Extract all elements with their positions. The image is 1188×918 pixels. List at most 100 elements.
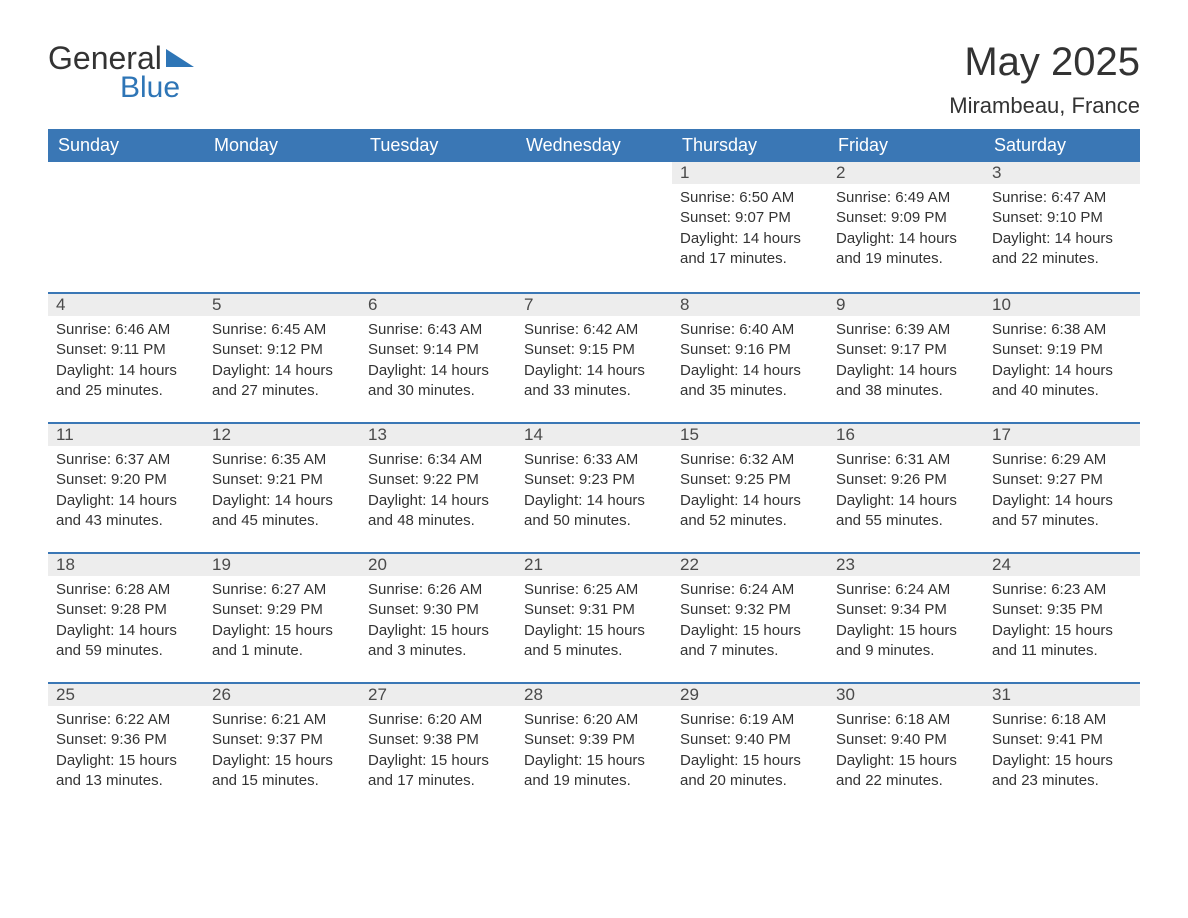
calendar-day-cell: 5Sunrise: 6:45 AMSunset: 9:12 PMDaylight…	[204, 292, 360, 422]
day-number: 29	[672, 682, 828, 706]
day-number: 9	[828, 292, 984, 316]
day-details: Sunrise: 6:22 AMSunset: 9:36 PMDaylight:…	[48, 706, 204, 797]
logo-text-blue: Blue	[120, 71, 194, 105]
day-details: Sunrise: 6:45 AMSunset: 9:12 PMDaylight:…	[204, 316, 360, 407]
calendar-week-row: 1Sunrise: 6:50 AMSunset: 9:07 PMDaylight…	[48, 162, 1140, 292]
calendar-day-cell: 16Sunrise: 6:31 AMSunset: 9:26 PMDayligh…	[828, 422, 984, 552]
day-number: 23	[828, 552, 984, 576]
day-number: 18	[48, 552, 204, 576]
calendar-day-cell: 1Sunrise: 6:50 AMSunset: 9:07 PMDaylight…	[672, 162, 828, 292]
day-details: Sunrise: 6:21 AMSunset: 9:37 PMDaylight:…	[204, 706, 360, 797]
logo-triangle-icon	[166, 49, 194, 67]
weekday-header: Friday	[828, 129, 984, 162]
calendar-day-cell: 10Sunrise: 6:38 AMSunset: 9:19 PMDayligh…	[984, 292, 1140, 422]
calendar-day-cell: 31Sunrise: 6:18 AMSunset: 9:41 PMDayligh…	[984, 682, 1140, 812]
day-number: 10	[984, 292, 1140, 316]
calendar-week-row: 18Sunrise: 6:28 AMSunset: 9:28 PMDayligh…	[48, 552, 1140, 682]
calendar-day-cell: 6Sunrise: 6:43 AMSunset: 9:14 PMDaylight…	[360, 292, 516, 422]
calendar-day-cell: 2Sunrise: 6:49 AMSunset: 9:09 PMDaylight…	[828, 162, 984, 292]
calendar-day-cell: 19Sunrise: 6:27 AMSunset: 9:29 PMDayligh…	[204, 552, 360, 682]
calendar-day-cell: 15Sunrise: 6:32 AMSunset: 9:25 PMDayligh…	[672, 422, 828, 552]
calendar-day-cell: 26Sunrise: 6:21 AMSunset: 9:37 PMDayligh…	[204, 682, 360, 812]
calendar-day-cell: 13Sunrise: 6:34 AMSunset: 9:22 PMDayligh…	[360, 422, 516, 552]
day-details: Sunrise: 6:20 AMSunset: 9:39 PMDaylight:…	[516, 706, 672, 797]
day-number: 15	[672, 422, 828, 446]
day-details: Sunrise: 6:39 AMSunset: 9:17 PMDaylight:…	[828, 316, 984, 407]
day-number: 24	[984, 552, 1140, 576]
day-details: Sunrise: 6:24 AMSunset: 9:34 PMDaylight:…	[828, 576, 984, 667]
calendar-week-row: 4Sunrise: 6:46 AMSunset: 9:11 PMDaylight…	[48, 292, 1140, 422]
day-number: 14	[516, 422, 672, 446]
day-details: Sunrise: 6:32 AMSunset: 9:25 PMDaylight:…	[672, 446, 828, 537]
day-number: 4	[48, 292, 204, 316]
calendar-day-cell: 7Sunrise: 6:42 AMSunset: 9:15 PMDaylight…	[516, 292, 672, 422]
month-title: May 2025	[949, 40, 1140, 85]
day-details: Sunrise: 6:20 AMSunset: 9:38 PMDaylight:…	[360, 706, 516, 797]
calendar-day-cell: 30Sunrise: 6:18 AMSunset: 9:40 PMDayligh…	[828, 682, 984, 812]
calendar-day-cell: 25Sunrise: 6:22 AMSunset: 9:36 PMDayligh…	[48, 682, 204, 812]
day-number: 16	[828, 422, 984, 446]
calendar-day-cell: 4Sunrise: 6:46 AMSunset: 9:11 PMDaylight…	[48, 292, 204, 422]
day-number: 31	[984, 682, 1140, 706]
day-details: Sunrise: 6:35 AMSunset: 9:21 PMDaylight:…	[204, 446, 360, 537]
calendar-empty-cell	[48, 162, 204, 292]
day-details: Sunrise: 6:28 AMSunset: 9:28 PMDaylight:…	[48, 576, 204, 667]
day-number: 6	[360, 292, 516, 316]
header: General Blue May 2025 Mirambeau, France	[48, 40, 1140, 119]
day-details: Sunrise: 6:18 AMSunset: 9:40 PMDaylight:…	[828, 706, 984, 797]
day-number: 25	[48, 682, 204, 706]
day-details: Sunrise: 6:25 AMSunset: 9:31 PMDaylight:…	[516, 576, 672, 667]
day-details: Sunrise: 6:24 AMSunset: 9:32 PMDaylight:…	[672, 576, 828, 667]
day-details: Sunrise: 6:27 AMSunset: 9:29 PMDaylight:…	[204, 576, 360, 667]
calendar-day-cell: 3Sunrise: 6:47 AMSunset: 9:10 PMDaylight…	[984, 162, 1140, 292]
day-number: 2	[828, 162, 984, 184]
calendar-day-cell: 24Sunrise: 6:23 AMSunset: 9:35 PMDayligh…	[984, 552, 1140, 682]
day-details: Sunrise: 6:43 AMSunset: 9:14 PMDaylight:…	[360, 316, 516, 407]
calendar-day-cell: 9Sunrise: 6:39 AMSunset: 9:17 PMDaylight…	[828, 292, 984, 422]
calendar-day-cell: 22Sunrise: 6:24 AMSunset: 9:32 PMDayligh…	[672, 552, 828, 682]
day-details: Sunrise: 6:29 AMSunset: 9:27 PMDaylight:…	[984, 446, 1140, 537]
day-number: 7	[516, 292, 672, 316]
day-number: 27	[360, 682, 516, 706]
day-number: 11	[48, 422, 204, 446]
calendar-week-row: 11Sunrise: 6:37 AMSunset: 9:20 PMDayligh…	[48, 422, 1140, 552]
day-details: Sunrise: 6:47 AMSunset: 9:10 PMDaylight:…	[984, 184, 1140, 275]
calendar-empty-cell	[516, 162, 672, 292]
weekday-header-row: SundayMondayTuesdayWednesdayThursdayFrid…	[48, 129, 1140, 162]
day-details: Sunrise: 6:34 AMSunset: 9:22 PMDaylight:…	[360, 446, 516, 537]
calendar-day-cell: 11Sunrise: 6:37 AMSunset: 9:20 PMDayligh…	[48, 422, 204, 552]
calendar-table: SundayMondayTuesdayWednesdayThursdayFrid…	[48, 129, 1140, 812]
day-details: Sunrise: 6:42 AMSunset: 9:15 PMDaylight:…	[516, 316, 672, 407]
day-number: 22	[672, 552, 828, 576]
calendar-day-cell: 28Sunrise: 6:20 AMSunset: 9:39 PMDayligh…	[516, 682, 672, 812]
day-details: Sunrise: 6:37 AMSunset: 9:20 PMDaylight:…	[48, 446, 204, 537]
day-number: 21	[516, 552, 672, 576]
calendar-day-cell: 23Sunrise: 6:24 AMSunset: 9:34 PMDayligh…	[828, 552, 984, 682]
day-number: 8	[672, 292, 828, 316]
day-number: 26	[204, 682, 360, 706]
calendar-day-cell: 29Sunrise: 6:19 AMSunset: 9:40 PMDayligh…	[672, 682, 828, 812]
day-details: Sunrise: 6:19 AMSunset: 9:40 PMDaylight:…	[672, 706, 828, 797]
day-details: Sunrise: 6:18 AMSunset: 9:41 PMDaylight:…	[984, 706, 1140, 797]
day-number: 30	[828, 682, 984, 706]
day-number: 17	[984, 422, 1140, 446]
day-number: 3	[984, 162, 1140, 184]
weekday-header: Tuesday	[360, 129, 516, 162]
day-details: Sunrise: 6:33 AMSunset: 9:23 PMDaylight:…	[516, 446, 672, 537]
calendar-day-cell: 14Sunrise: 6:33 AMSunset: 9:23 PMDayligh…	[516, 422, 672, 552]
day-details: Sunrise: 6:50 AMSunset: 9:07 PMDaylight:…	[672, 184, 828, 275]
calendar-day-cell: 18Sunrise: 6:28 AMSunset: 9:28 PMDayligh…	[48, 552, 204, 682]
day-number: 13	[360, 422, 516, 446]
calendar-day-cell: 12Sunrise: 6:35 AMSunset: 9:21 PMDayligh…	[204, 422, 360, 552]
calendar-day-cell: 20Sunrise: 6:26 AMSunset: 9:30 PMDayligh…	[360, 552, 516, 682]
calendar-empty-cell	[204, 162, 360, 292]
calendar-day-cell: 27Sunrise: 6:20 AMSunset: 9:38 PMDayligh…	[360, 682, 516, 812]
day-number: 12	[204, 422, 360, 446]
location: Mirambeau, France	[949, 93, 1140, 119]
logo: General Blue	[48, 40, 194, 105]
calendar-week-row: 25Sunrise: 6:22 AMSunset: 9:36 PMDayligh…	[48, 682, 1140, 812]
calendar-day-cell: 8Sunrise: 6:40 AMSunset: 9:16 PMDaylight…	[672, 292, 828, 422]
day-details: Sunrise: 6:23 AMSunset: 9:35 PMDaylight:…	[984, 576, 1140, 667]
weekday-header: Wednesday	[516, 129, 672, 162]
calendar-day-cell: 17Sunrise: 6:29 AMSunset: 9:27 PMDayligh…	[984, 422, 1140, 552]
